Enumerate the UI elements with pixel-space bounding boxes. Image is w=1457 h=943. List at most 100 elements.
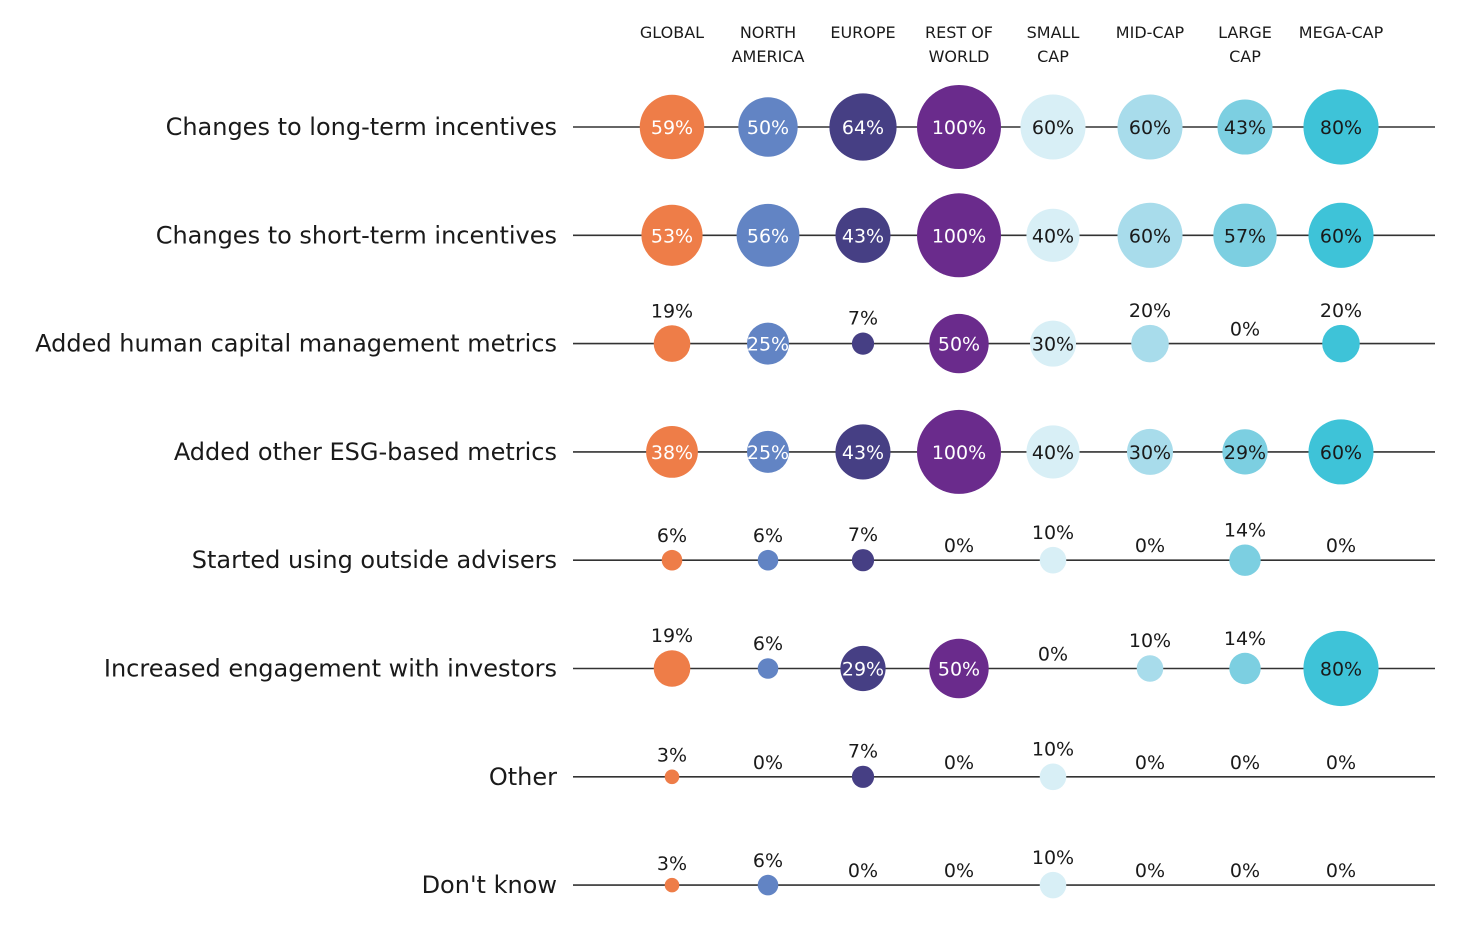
- value-label-large-cap: 14%: [1224, 628, 1266, 650]
- value-label-mega-cap: 20%: [1320, 300, 1362, 322]
- bubble-small-cap: [1026, 208, 1080, 262]
- row-other: Other 3% 0% 7% 0% 10% 0% 0% 0%: [489, 739, 1435, 791]
- value-label-small-cap: 60%: [1032, 117, 1074, 139]
- bubble-rest-of-world: [917, 409, 1001, 494]
- bubble-north-america: [738, 97, 798, 157]
- value-label-mega-cap: 0%: [1326, 535, 1356, 557]
- row-changes-to-short-term-incentives: Changes to short-term incentives 53% 56% 43…: [156, 193, 1435, 278]
- chart-rows: Changes to long-term incentives 59% 50% 64%…: [35, 85, 1435, 899]
- bubble-north-america: [757, 658, 779, 679]
- row-added-other-esg-based-metrics: Added other ESG-based metrics 38% 25% 43% 10…: [174, 409, 1435, 494]
- row-label: Changes to long-term incentives: [166, 113, 557, 141]
- row-label: Started using outside advisers: [192, 546, 557, 574]
- bubble-mid-cap: [1117, 94, 1183, 160]
- bubble-north-america: [757, 874, 779, 896]
- value-label-small-cap: 10%: [1032, 739, 1074, 761]
- value-label-mid-cap: 30%: [1129, 442, 1171, 464]
- bubble-mega-cap: [1308, 202, 1374, 268]
- value-label-mega-cap: 60%: [1320, 225, 1362, 247]
- value-label-large-cap: 0%: [1230, 860, 1260, 882]
- column-header-europe: EUROPE: [830, 23, 895, 42]
- bubble-mid-cap: [1127, 428, 1173, 475]
- value-label-global: 38%: [651, 442, 693, 464]
- bubble-mega-cap: [1303, 89, 1379, 165]
- value-label-global: 6%: [657, 525, 687, 547]
- value-label-north-america: 6%: [753, 850, 783, 872]
- bubble-europe: [835, 207, 891, 263]
- bubble-europe: [851, 332, 875, 355]
- bubble-global: [641, 204, 703, 266]
- row-increased-engagement-with-investors: Increased engagement with investors 19% 6%…: [104, 625, 1435, 707]
- value-label-rest-of-world: 100%: [932, 117, 986, 139]
- row-label: Added human capital management metrics: [35, 330, 557, 358]
- bubble-small-cap: [1039, 546, 1067, 574]
- value-label-mid-cap: 10%: [1129, 630, 1171, 652]
- value-label-rest-of-world: 0%: [944, 752, 974, 774]
- value-label-mega-cap: 80%: [1320, 117, 1362, 139]
- value-label-europe: 7%: [848, 307, 878, 329]
- value-label-mid-cap: 20%: [1129, 300, 1171, 322]
- bubble-rest-of-world: [917, 193, 1001, 278]
- value-label-rest-of-world: 50%: [938, 334, 980, 356]
- value-label-large-cap: 57%: [1224, 225, 1266, 247]
- column-headers: GLOBAL NORTH AMERICA EUROPE REST OF WORLD SMAL…: [640, 23, 1384, 66]
- value-label-rest-of-world: 0%: [944, 860, 974, 882]
- bubble-global: [653, 325, 691, 362]
- value-label-mega-cap: 0%: [1326, 860, 1356, 882]
- value-label-global: 59%: [651, 117, 693, 139]
- value-label-mega-cap: 0%: [1326, 752, 1356, 774]
- value-label-europe: 43%: [842, 442, 884, 464]
- bubble-mega-cap: [1322, 324, 1360, 363]
- value-label-global: 19%: [651, 625, 693, 647]
- bubble-europe: [829, 93, 897, 161]
- value-label-small-cap: 10%: [1032, 522, 1074, 544]
- value-label-north-america: 25%: [747, 442, 789, 464]
- bubble-mega-cap: [1303, 630, 1379, 707]
- bubble-global: [646, 426, 698, 478]
- bubble-large-cap: [1217, 99, 1273, 155]
- bubble-north-america: [736, 203, 800, 267]
- value-label-mid-cap: 0%: [1135, 752, 1165, 774]
- row-label: Changes to short-term incentives: [156, 221, 557, 249]
- bubble-large-cap: [1213, 203, 1277, 268]
- value-label-north-america: 56%: [747, 225, 789, 247]
- bubble-mega-cap: [1308, 419, 1374, 485]
- bubble-global: [661, 549, 683, 571]
- value-label-north-america: 6%: [753, 633, 783, 655]
- bubble-north-america: [747, 430, 789, 473]
- value-label-large-cap: 0%: [1230, 752, 1260, 774]
- value-label-rest-of-world: 100%: [932, 442, 986, 464]
- bubble-europe: [835, 424, 891, 480]
- value-label-rest-of-world: 0%: [944, 535, 974, 557]
- column-header-mid-cap: MID-CAP: [1116, 23, 1185, 42]
- row-added-human-capital-management-metrics: Added human capital management metrics 19…: [35, 300, 1435, 374]
- value-label-large-cap: 14%: [1224, 519, 1266, 541]
- bubble-mid-cap: [1131, 324, 1169, 363]
- value-label-global: 3%: [657, 745, 687, 767]
- column-header-rest-of-world: REST OF WORLD: [925, 23, 993, 66]
- column-header-small-cap: SMALL CAP: [1027, 23, 1080, 66]
- value-label-europe: 43%: [842, 225, 884, 247]
- column-header-north-america: NORTH AMERICA: [732, 23, 805, 66]
- value-label-small-cap: 40%: [1032, 225, 1074, 247]
- value-label-europe: 29%: [842, 659, 884, 681]
- value-label-rest-of-world: 50%: [938, 659, 980, 681]
- value-label-small-cap: 10%: [1032, 847, 1074, 869]
- value-label-north-america: 0%: [753, 752, 783, 774]
- bubble-small-cap: [1030, 320, 1076, 367]
- row-started-using-outside-advisers: Started using outside advisers 6% 6% 7% 0% 10…: [192, 519, 1435, 576]
- value-label-small-cap: 30%: [1032, 334, 1074, 356]
- value-label-europe: 64%: [842, 117, 884, 139]
- bubble-europe: [851, 765, 875, 788]
- value-label-global: 3%: [657, 853, 687, 875]
- bubble-global: [664, 769, 680, 785]
- bubble-large-cap: [1229, 652, 1261, 685]
- bubble-small-cap: [1039, 871, 1067, 899]
- bubble-europe: [840, 645, 886, 692]
- row-label: Other: [489, 763, 557, 791]
- bubble-north-america: [747, 322, 789, 365]
- value-label-mega-cap: 60%: [1320, 442, 1362, 464]
- bubble-global: [639, 94, 705, 160]
- bubble-small-cap: [1039, 763, 1067, 791]
